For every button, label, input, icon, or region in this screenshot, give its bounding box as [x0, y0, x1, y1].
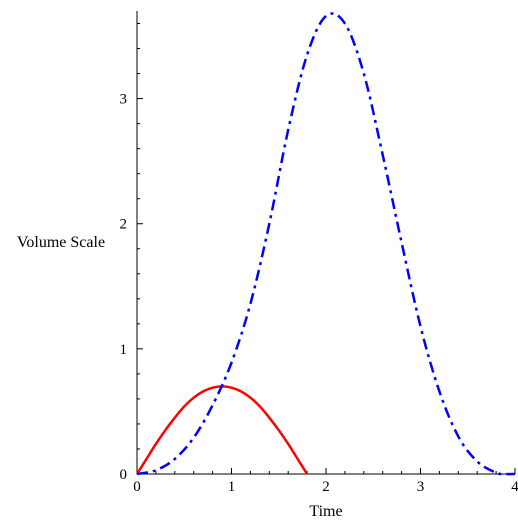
x-axis-title: Time	[309, 503, 342, 520]
y-axis-title: Volume Scale	[17, 234, 105, 251]
x-tick-label: 3	[417, 479, 425, 495]
y-tick-label: 3	[120, 92, 128, 108]
x-tick-label: 2	[322, 479, 330, 495]
y-tick-label: 2	[120, 217, 128, 233]
series-line-2	[136, 12, 516, 476]
series-layer	[135, 12, 516, 476]
y-tick-label: 1	[120, 342, 128, 358]
axes: 0 1 2 3 4 0 1 2 3	[120, 11, 518, 495]
y-tick-label: 0	[120, 467, 128, 483]
series-line-1	[135, 385, 309, 475]
x-tick-label: 0	[133, 479, 141, 495]
x-tick-label: 1	[228, 479, 236, 495]
x-tick-label: 4	[511, 479, 518, 495]
